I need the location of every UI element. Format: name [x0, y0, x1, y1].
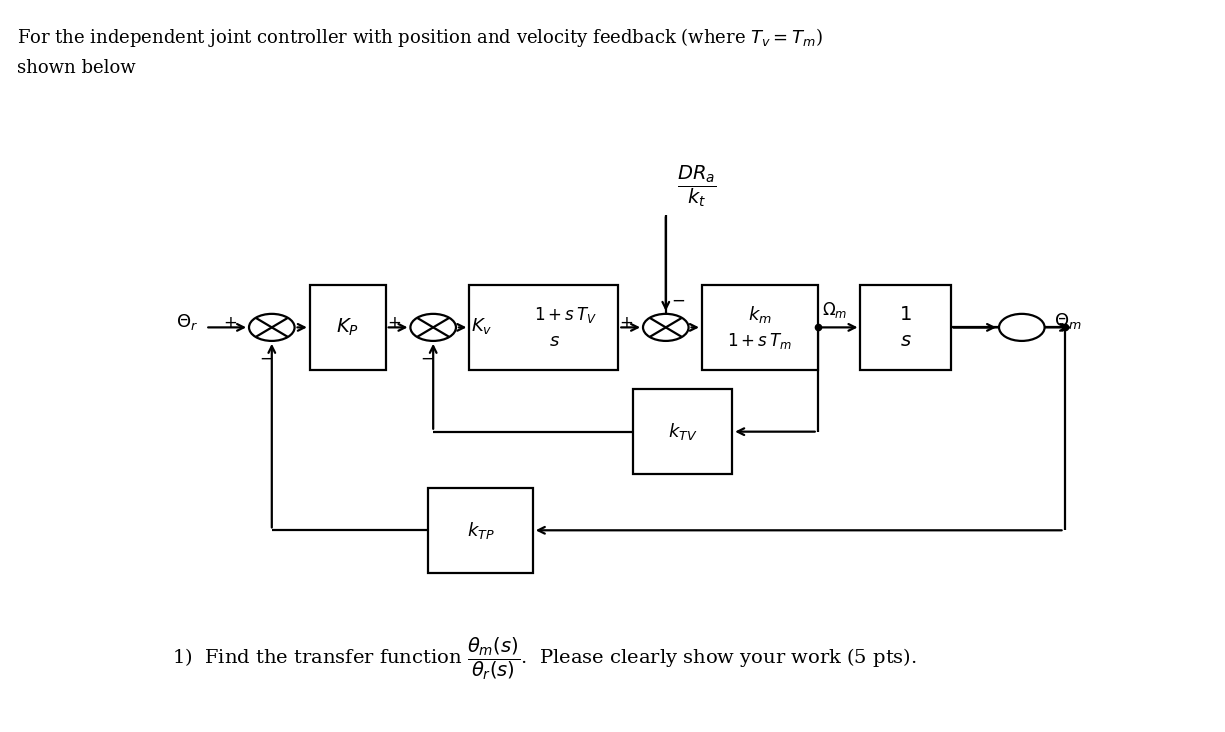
- Text: $s$: $s$: [549, 332, 560, 350]
- Text: $1 + s\,T_V$: $1 + s\,T_V$: [534, 305, 598, 325]
- Text: +: +: [620, 314, 633, 332]
- Text: $\Omega_m$: $\Omega_m$: [822, 300, 848, 321]
- Text: $-$: $-$: [670, 290, 685, 308]
- Text: $1 + s\,T_m$: $1 + s\,T_m$: [728, 331, 793, 351]
- Text: +: +: [387, 314, 401, 332]
- Text: $-$: $-$: [420, 349, 435, 367]
- Text: +: +: [224, 314, 238, 332]
- FancyBboxPatch shape: [632, 389, 733, 474]
- Text: $K_v$: $K_v$: [470, 316, 492, 336]
- Text: $\dfrac{DR_a}{k_t}$: $\dfrac{DR_a}{k_t}$: [677, 163, 717, 209]
- Text: $k_m$: $k_m$: [747, 305, 772, 326]
- Text: $-$: $-$: [258, 349, 273, 367]
- Text: $\Theta_r$: $\Theta_r$: [175, 312, 197, 332]
- FancyBboxPatch shape: [469, 285, 619, 370]
- Text: $k_{TP}$: $k_{TP}$: [467, 520, 495, 541]
- Circle shape: [249, 314, 294, 341]
- Circle shape: [410, 314, 456, 341]
- FancyBboxPatch shape: [429, 488, 533, 572]
- FancyBboxPatch shape: [310, 285, 386, 370]
- FancyBboxPatch shape: [860, 285, 951, 370]
- Text: $\Theta_m$: $\Theta_m$: [1054, 310, 1082, 331]
- Text: 1)  Find the transfer function $\dfrac{\theta_m(s)}{\theta_r(s)}$.  Please clear: 1) Find the transfer function $\dfrac{\t…: [172, 635, 916, 682]
- Text: shown below: shown below: [17, 59, 136, 77]
- Text: $K_P$: $K_P$: [336, 317, 359, 338]
- Text: $1$: $1$: [899, 305, 911, 324]
- Text: $k_{TV}$: $k_{TV}$: [668, 421, 697, 442]
- Circle shape: [1000, 314, 1045, 341]
- Text: For the independent joint controller with position and velocity feedback (where : For the independent joint controller wit…: [17, 26, 823, 48]
- Circle shape: [643, 314, 688, 341]
- FancyBboxPatch shape: [702, 285, 818, 370]
- Text: $s$: $s$: [899, 332, 911, 351]
